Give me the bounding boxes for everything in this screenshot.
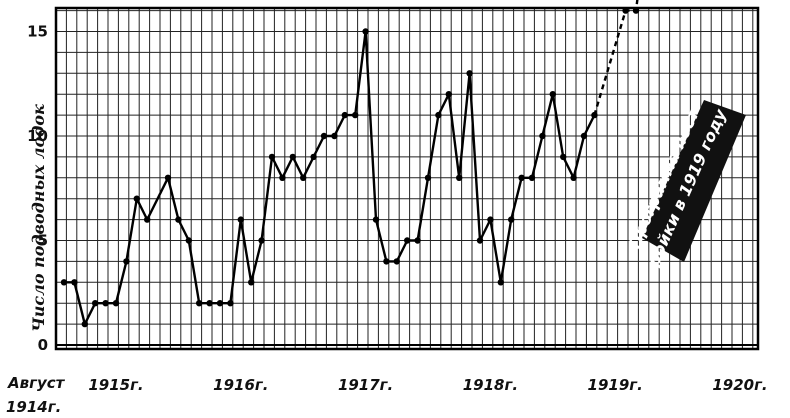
data-point [476, 237, 484, 244]
data-point [539, 132, 546, 140]
data-point [268, 153, 276, 161]
data-point [435, 111, 442, 119]
data-point [518, 174, 525, 181]
data-point [362, 28, 369, 35]
data-point [196, 300, 203, 307]
data-point [92, 300, 99, 307]
data-point [508, 216, 515, 223]
data-point [632, 7, 640, 14]
data-point [341, 111, 348, 119]
data-point [206, 300, 213, 307]
data-point [560, 153, 567, 161]
y-axis-label: Число подводных лодок [29, 104, 48, 332]
data-point [352, 111, 359, 119]
data-point [487, 216, 494, 223]
data-point [102, 300, 109, 307]
x-tick-label: 1918г. [463, 376, 518, 394]
data-point [310, 153, 317, 161]
data-point [71, 279, 78, 286]
data-point [216, 300, 224, 307]
y-tick-label: 0 [38, 336, 48, 354]
chart-frame [54, 6, 760, 351]
data-point [112, 300, 120, 307]
data-point [175, 216, 182, 223]
data-point [144, 216, 151, 223]
data-point [164, 174, 172, 181]
data-point [289, 153, 296, 161]
data-point [81, 320, 89, 328]
data-point [622, 7, 629, 14]
data-point [528, 174, 536, 181]
y-axis-ticks: 051015202530 [27, 23, 48, 355]
data-point [133, 195, 140, 202]
data-point [227, 300, 234, 307]
y-axis-label-group: Число подводных лодок [29, 104, 48, 332]
data-point [404, 237, 411, 244]
data-point [60, 279, 68, 286]
data-point [372, 216, 380, 223]
y-tick-label: 5 [38, 232, 48, 250]
data-point [456, 174, 463, 181]
x-tick-label: 1915г. [88, 376, 143, 394]
data-point [580, 132, 588, 140]
series-line-programme [593, 0, 639, 116]
y-tick-label: 10 [27, 127, 48, 145]
data-point [300, 174, 307, 181]
x-tick-label: 1917г. [338, 376, 393, 394]
data-point [123, 258, 130, 265]
data-point [424, 174, 432, 181]
x-tick-label: 1919г. [588, 376, 643, 394]
data-point [393, 258, 400, 265]
data-point [248, 279, 255, 286]
x-tick-label: Август [7, 374, 66, 392]
chart-border [54, 6, 760, 351]
x-tick-label: 1920г. [712, 376, 767, 394]
x-tick-label: 1916г. [213, 376, 268, 394]
data-point [383, 258, 390, 265]
data-point [320, 132, 328, 140]
y-tick-label: 15 [27, 23, 48, 41]
data-point [549, 91, 556, 98]
data-point [279, 174, 286, 181]
data-point [466, 70, 473, 77]
data-point [445, 91, 452, 98]
data-point [258, 237, 265, 244]
x-axis-ticks: Август 1914г. 1915г. 1916г. 1917г. 1918г. 1919… [6, 374, 768, 416]
data-point [237, 216, 244, 223]
chart-grid [55, 8, 758, 349]
data-point [591, 111, 598, 119]
annotation-banner [642, 100, 746, 262]
series-actual [60, 28, 598, 328]
data-point [497, 279, 504, 286]
data-point [414, 237, 421, 244]
data-point [185, 237, 192, 244]
data-point [331, 132, 338, 140]
annotation: Программа пост- ройки в 1919 году [624, 100, 746, 270]
x-tick-label: 1914г. [6, 398, 61, 416]
series-programme [593, 0, 640, 116]
data-point [570, 174, 577, 181]
